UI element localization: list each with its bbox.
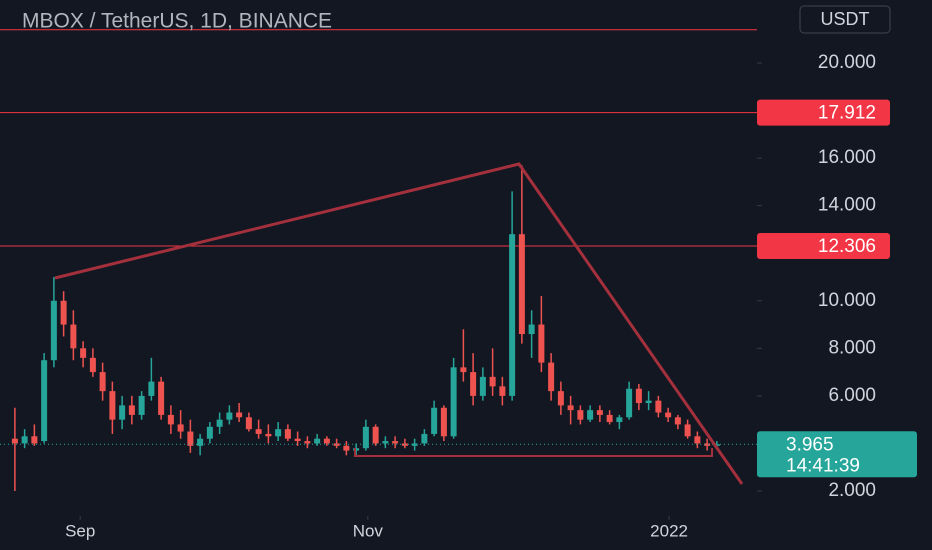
candle-body — [450, 367, 457, 437]
y-tick-label: 6.000 — [828, 385, 876, 406]
candle-body — [31, 436, 38, 444]
candle-body — [440, 407, 447, 437]
y-tick-label: 16.000 — [818, 147, 876, 168]
candle-body — [353, 448, 360, 451]
candle-body — [41, 360, 48, 442]
candle-body — [323, 438, 330, 444]
candle-body — [99, 372, 106, 392]
y-tick-label: 10.000 — [818, 290, 876, 311]
candle-body — [255, 429, 262, 434]
trend-line — [54, 162, 744, 485]
plot — [0, 29, 757, 491]
candle-body — [372, 426, 379, 444]
candle-body — [167, 414, 174, 425]
candle-body — [60, 300, 67, 325]
candle-body — [206, 426, 213, 439]
candle-body — [528, 324, 535, 335]
candle-body — [50, 300, 57, 361]
range-box — [354, 448, 713, 457]
x-tick-label: Nov — [353, 521, 384, 540]
candle-body — [119, 405, 126, 420]
candle-body — [236, 412, 243, 418]
x-tick-label: 2022 — [650, 521, 688, 540]
countdown: 14:41:39 — [786, 455, 860, 476]
candle-body — [713, 444, 720, 446]
candle-body — [411, 443, 418, 446]
last-price-tag — [757, 431, 917, 478]
candle-body — [694, 436, 701, 444]
candle-body — [187, 431, 194, 446]
candle-body — [567, 405, 574, 411]
candle-body — [148, 381, 155, 396]
y-tick-label: 20.000 — [818, 52, 876, 73]
candle-body — [616, 417, 623, 423]
candle-body — [89, 357, 96, 373]
candle-body — [21, 436, 28, 444]
candle-body — [674, 417, 681, 425]
chart-title: MBOX / TetherUS, 1D, BINANCE — [22, 10, 332, 33]
candle-body — [460, 367, 467, 373]
candle-body — [109, 391, 116, 420]
candle-body — [304, 441, 311, 444]
candle-body — [158, 381, 165, 415]
y-tick-label: 8.000 — [828, 337, 876, 358]
candle-body — [635, 388, 642, 404]
candle-body — [606, 414, 613, 423]
candle-body — [265, 433, 272, 437]
candle-body — [655, 400, 662, 413]
candle-body — [294, 438, 301, 442]
price-tag-label: 12.306 — [818, 236, 876, 257]
candle-body — [626, 388, 633, 418]
last-price-label: 3.965 — [786, 434, 834, 455]
candle-body — [577, 410, 584, 420]
candle-body — [382, 441, 389, 444]
candle-body — [128, 405, 135, 415]
candle-body — [704, 443, 711, 446]
candle-body — [138, 395, 145, 415]
candle-body — [314, 438, 321, 444]
candle-body — [479, 376, 486, 396]
candle-body — [518, 234, 525, 335]
y-tick-label: 2.000 — [828, 480, 876, 501]
candle-body — [509, 234, 516, 396]
candle-body — [245, 417, 252, 430]
candle-body — [70, 324, 77, 349]
candle-body — [596, 410, 603, 415]
price-tag-label: 17.912 — [818, 103, 876, 124]
candle-body — [548, 362, 555, 392]
candle-body — [80, 348, 87, 358]
candle-body — [470, 372, 477, 396]
candle-body — [197, 438, 204, 446]
candle-body — [645, 400, 652, 404]
candle-body — [284, 429, 291, 439]
candle-body — [275, 429, 282, 437]
candle-body — [499, 386, 506, 396]
y-tick-label: 14.000 — [818, 195, 876, 216]
candle-body — [177, 424, 184, 432]
candle-body — [684, 424, 691, 437]
candle-body — [392, 441, 399, 444]
candle-body — [362, 426, 369, 449]
price-tag — [757, 99, 890, 126]
currency[interactable]: USDT — [821, 9, 870, 29]
candle-body — [431, 407, 438, 434]
candle-body — [11, 438, 18, 444]
candle-body — [216, 419, 223, 427]
x-tick-label: Sep — [65, 521, 95, 540]
candle-body — [538, 324, 545, 363]
price-axis: 2.000 6.000 8.000 10.000 14.000 16.000 20.000 S… — [65, 52, 917, 540]
candle-body — [421, 433, 428, 444]
candle-body — [343, 445, 350, 451]
candle-body — [587, 410, 594, 420]
currency-box[interactable] — [799, 5, 891, 34]
candle-body — [226, 412, 233, 420]
candle-body — [557, 391, 564, 406]
price-tag — [757, 232, 890, 259]
candle-body — [489, 376, 496, 387]
candle-body — [665, 412, 672, 418]
